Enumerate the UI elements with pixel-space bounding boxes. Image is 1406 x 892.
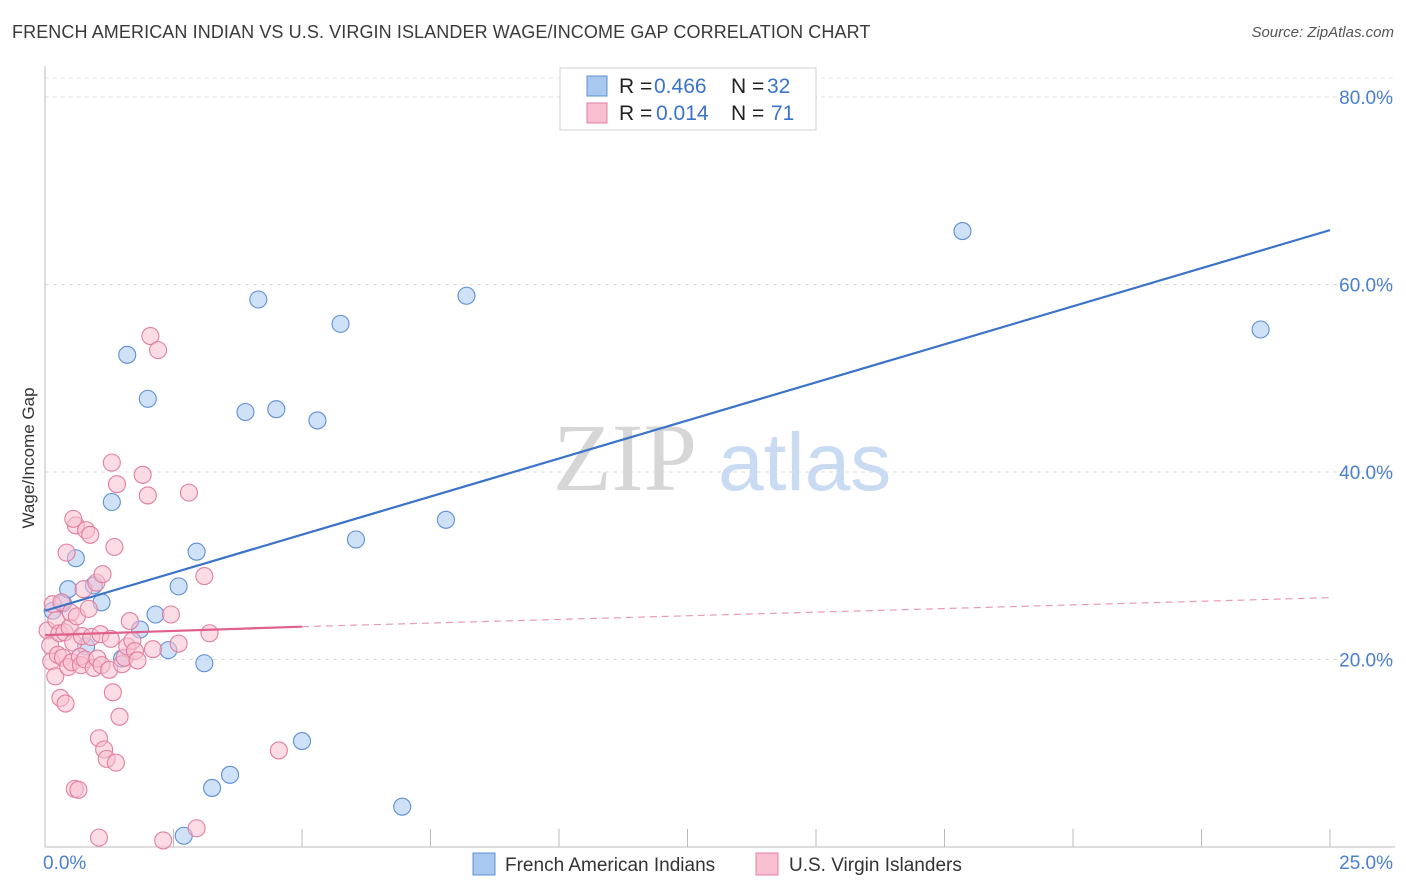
point-us-virgin-islanders-38 [93, 565, 112, 584]
point-french-american-indians-11 [138, 389, 157, 408]
legend-swatch-pink [586, 102, 608, 124]
y-tick-label-0: 20.0% [1339, 651, 1393, 672]
y-axis-label: Wage/Income Gap [19, 387, 38, 528]
trend-line-pink-extension [301, 597, 1331, 628]
legend-n-label-1: N = [731, 75, 770, 98]
watermark: ZIP atlas [553, 404, 891, 511]
series-french-american-indians [43, 222, 1270, 845]
x-tick-label-max: 25.0% [1339, 853, 1393, 874]
axes [44, 66, 1395, 848]
watermark-atlas: atlas [718, 417, 891, 508]
point-us-virgin-islanders-12 [56, 694, 75, 713]
bottom-legend-swatch-pink [755, 852, 779, 876]
point-us-virgin-islanders-29 [79, 599, 98, 618]
point-french-american-indians-23 [292, 732, 312, 751]
series-us-virgin-islanders [38, 327, 288, 850]
point-french-american-indians-24 [308, 411, 327, 430]
point-us-virgin-islanders-69 [89, 828, 109, 847]
tick-labels: 20.0% 40.0% 60.0% 80.0% 0.0% 25.0% [43, 88, 1393, 874]
y-axis-title: Wage/Income Gap [19, 387, 38, 528]
point-us-virgin-islanders-55 [128, 651, 147, 670]
point-us-virgin-islanders-67 [200, 624, 219, 643]
point-us-virgin-islanders-65 [187, 819, 206, 838]
point-french-american-indians-16 [187, 542, 206, 561]
point-us-virgin-islanders-30 [81, 525, 100, 544]
bottom-legend-label-blue: French American Indians [505, 855, 715, 876]
legend-n-value-1: 32 [767, 75, 790, 98]
watermark-zip: ZIP [553, 404, 697, 511]
legend-swatch-blue [586, 75, 608, 97]
point-us-virgin-islanders-59 [143, 640, 162, 659]
point-us-virgin-islanders-46 [106, 753, 125, 772]
point-french-american-indians-9 [118, 345, 137, 364]
legend-n-label-2: N = [731, 102, 770, 125]
point-french-american-indians-20 [236, 402, 255, 422]
point-french-american-indians-19 [220, 765, 240, 784]
point-us-virgin-islanders-63 [169, 634, 188, 653]
point-french-american-indians-28 [436, 510, 455, 529]
point-us-virgin-islanders-57 [138, 486, 157, 505]
x-tick-label-min: 0.0% [43, 853, 86, 874]
y-tick-label-1: 40.0% [1339, 463, 1393, 484]
point-us-virgin-islanders-43 [102, 453, 121, 472]
point-us-virgin-islanders-4 [46, 667, 65, 686]
point-us-virgin-islanders-42 [101, 629, 120, 648]
point-french-american-indians-27 [393, 797, 412, 816]
point-us-virgin-islanders-70 [64, 509, 83, 528]
grid-lines [45, 77, 1395, 660]
y-tick-label-3: 80.0% [1339, 88, 1393, 109]
point-us-virgin-islanders-56 [133, 465, 152, 484]
bottom-legend: French American Indians U.S. Virgin Isla… [472, 852, 962, 876]
point-us-virgin-islanders-60 [149, 341, 168, 360]
y-tick-label-2: 60.0% [1339, 276, 1393, 297]
point-french-american-indians-18 [203, 778, 222, 797]
point-us-virgin-islanders-44 [103, 683, 122, 702]
bottom-legend-label-pink: U.S. Virgin Islanders [789, 855, 962, 876]
point-french-american-indians-17 [195, 654, 214, 673]
point-french-american-indians-22 [267, 400, 286, 419]
point-french-american-indians-31 [1251, 320, 1270, 339]
point-us-virgin-islanders-52 [120, 612, 139, 631]
point-us-virgin-islanders-62 [161, 605, 180, 624]
point-french-american-indians-30 [953, 222, 972, 241]
legend-r-value-1: 0.466 [654, 75, 707, 98]
legend-r-value-2: 0.014 [656, 102, 709, 125]
chart-title: FRENCH AMERICAN INDIAN VS U.S. VIRGIN IS… [12, 22, 871, 42]
trend-lines [44, 229, 1331, 637]
point-us-virgin-islanders-48 [110, 707, 129, 726]
point-french-american-indians-29 [457, 286, 476, 305]
point-us-virgin-islanders-22 [69, 780, 88, 799]
point-french-american-indians-26 [346, 530, 366, 549]
point-french-american-indians-14 [169, 577, 188, 596]
point-us-virgin-islanders-64 [179, 483, 198, 502]
point-french-american-indians-25 [331, 314, 350, 333]
point-us-virgin-islanders-45 [105, 537, 124, 557]
legend-r-label-2: R = [619, 102, 658, 125]
trend-line-blue [44, 229, 1331, 612]
point-us-virgin-islanders-68 [269, 741, 288, 760]
point-us-virgin-islanders-58 [141, 327, 160, 346]
point-french-american-indians-21 [249, 290, 268, 309]
legend-box: R = 0.466 N = 32 R = 0.014 N = 71 [559, 67, 817, 131]
point-french-american-indians-7 [102, 492, 121, 512]
point-us-virgin-islanders-66 [195, 567, 214, 586]
legend-n-value-2: 71 [771, 102, 794, 125]
trend-line-pink [44, 625, 303, 637]
point-french-american-indians-12 [146, 605, 165, 624]
point-us-virgin-islanders-61 [154, 831, 173, 850]
point-us-virgin-islanders-47 [107, 475, 127, 494]
point-us-virgin-islanders-13 [57, 543, 76, 562]
legend-r-label-1: R = [619, 75, 658, 98]
source-credit: Source: ZipAtlas.com [1251, 24, 1394, 41]
bottom-legend-swatch-blue [472, 852, 496, 876]
